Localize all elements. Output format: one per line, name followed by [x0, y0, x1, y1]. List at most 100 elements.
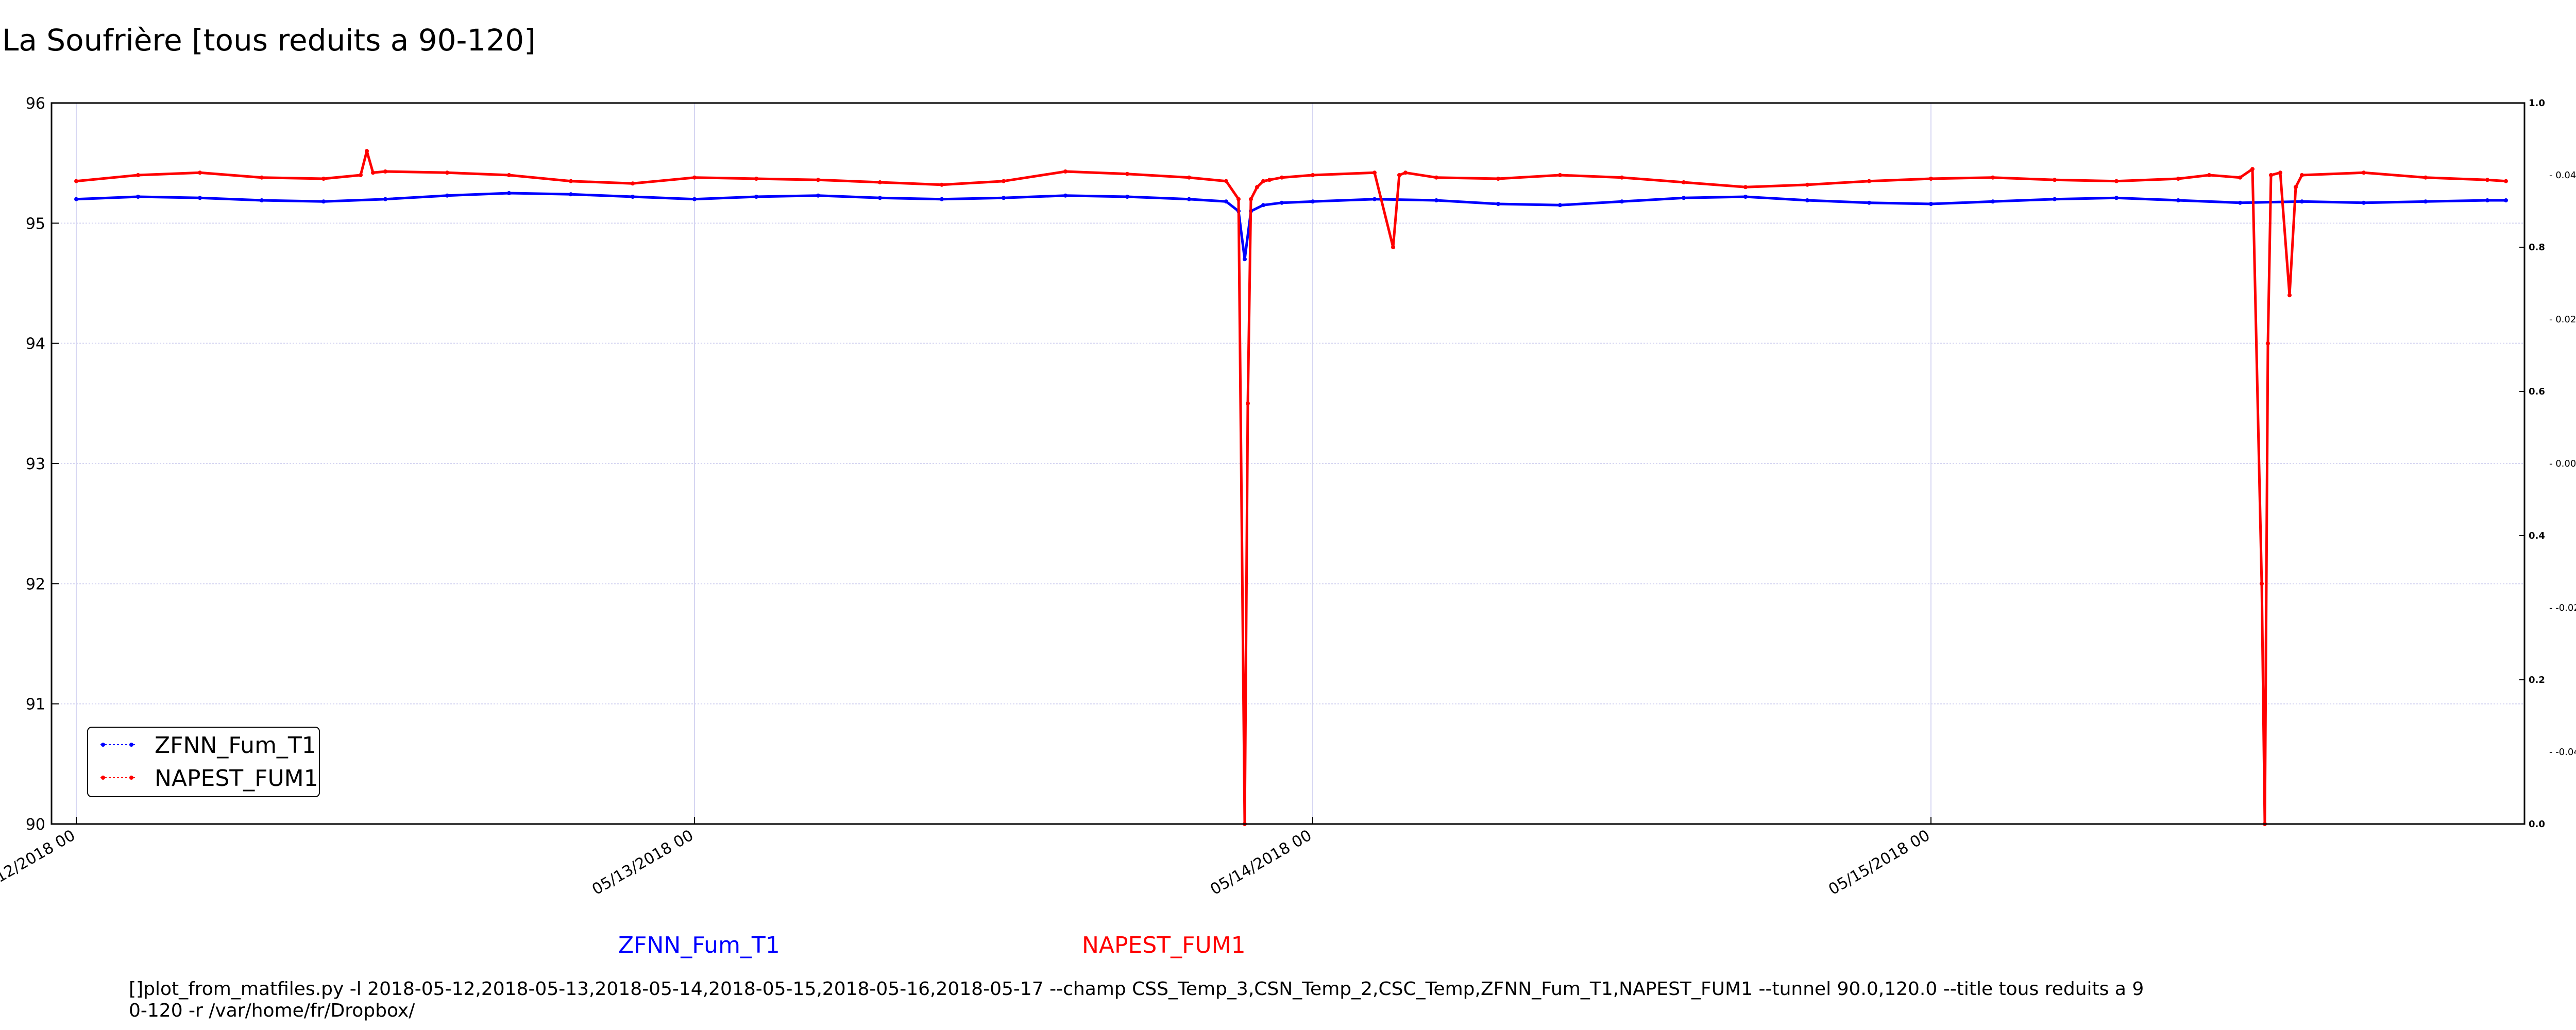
data-point — [383, 169, 387, 174]
data-point — [1743, 195, 1748, 199]
data-point — [1063, 193, 1067, 198]
x-tick-label: 05/15/2018 00 — [1825, 827, 1933, 899]
data-point — [692, 175, 697, 180]
y3-tick-label: - -0.02 — [2549, 603, 2576, 613]
y-tick-label: 95 — [26, 215, 45, 233]
data-point — [569, 192, 573, 197]
data-point — [692, 197, 697, 201]
data-point — [260, 198, 264, 202]
command-line-2: 0-120 -r /var/home/fr/Dropbox/ — [129, 1000, 415, 1021]
legend-label-zfnn: ZFNN_Fum_T1 — [155, 732, 316, 759]
data-point — [816, 193, 820, 198]
data-point — [2114, 196, 2119, 200]
data-point — [2300, 199, 2304, 204]
data-point — [1496, 177, 1500, 181]
data-point — [507, 191, 511, 195]
data-point — [1682, 180, 1686, 184]
data-point — [1558, 173, 1562, 177]
data-point — [2114, 179, 2119, 183]
data-point — [2176, 177, 2180, 181]
data-point — [198, 196, 202, 200]
data-point — [2278, 170, 2282, 175]
data-point — [1620, 199, 1624, 204]
data-point — [359, 173, 363, 177]
data-point — [1261, 203, 1265, 208]
data-point — [940, 182, 944, 187]
data-point — [1267, 178, 1272, 182]
legend-frame — [87, 727, 320, 797]
series-annotation-zfnn: ZFNN_Fum_T1 — [618, 932, 780, 958]
data-point — [1311, 173, 1315, 177]
data-point — [1558, 203, 1562, 208]
legend-label-napest: NAPEST_FUM1 — [155, 765, 318, 792]
y2-tick-label: 1.0 — [2529, 98, 2545, 109]
legend-marker-napest — [129, 776, 133, 780]
data-point — [1063, 169, 1067, 174]
data-point — [2207, 173, 2211, 177]
data-point — [445, 193, 449, 198]
y-tick-label: 92 — [26, 575, 45, 593]
data-point — [1434, 198, 1438, 202]
data-point — [2504, 179, 2508, 183]
y-axis-right: 0.0 0.2 0.4 0.6 0.8 1.0 - -0.04 - -0.02 - 0.00 - … — [2519, 98, 2576, 830]
data-point — [1280, 175, 1284, 180]
data-point — [1372, 197, 1377, 201]
data-point — [2269, 173, 2273, 177]
data-point — [1187, 197, 1191, 201]
data-point — [1991, 175, 1995, 180]
data-point — [136, 195, 140, 199]
x-tick-label: 05/14/2018 00 — [1207, 827, 1315, 899]
y-tick-label: 93 — [26, 455, 45, 473]
data-point — [1929, 202, 1933, 206]
data-point — [1805, 182, 1809, 187]
y3-tick-label: - 0.00 — [2549, 458, 2576, 469]
y2-tick-label: 0.2 — [2529, 675, 2545, 685]
data-point — [2485, 178, 2489, 182]
data-point — [321, 177, 326, 181]
data-point — [198, 170, 202, 175]
legend: ZFNN_Fum_T1 NAPEST_FUM1 — [87, 727, 320, 797]
data-point — [2238, 175, 2242, 180]
plot-area: 90 91 92 93 94 95 96 05/12/2018 00 05/13/2018 0… — [0, 95, 2576, 899]
data-point — [2485, 198, 2489, 202]
data-point — [1187, 175, 1191, 180]
data-point — [569, 179, 573, 183]
data-point — [1620, 175, 1624, 180]
data-point — [136, 173, 140, 177]
y3-tick-label: - 0.02 — [2549, 314, 2576, 325]
data-point — [1002, 179, 1006, 183]
legend-marker-zfnn — [129, 743, 133, 747]
data-point — [1125, 171, 1129, 176]
y3-tick-label: - 0.04 — [2549, 170, 2576, 181]
y-axis-left: 90 91 92 93 94 95 96 — [26, 95, 59, 834]
data-point — [365, 149, 369, 153]
data-point — [1125, 195, 1129, 199]
data-point — [1311, 199, 1315, 204]
data-point — [2053, 178, 2057, 182]
data-point — [1867, 200, 1871, 205]
data-point — [74, 197, 78, 201]
series-line-zfnn-fum-t1 — [76, 192, 2506, 261]
data-point — [1743, 185, 1748, 190]
data-point — [1255, 185, 1259, 190]
data-point — [1372, 170, 1377, 175]
data-point — [1224, 199, 1228, 204]
chart-title: La Soufrière [tous reduits a 90-120] — [2, 23, 536, 58]
data-point — [1991, 199, 1995, 204]
y3-tick-label: - -0.04 — [2549, 747, 2576, 758]
data-point — [2176, 198, 2180, 202]
y2-tick-label: 0.4 — [2529, 530, 2545, 541]
data-point — [2250, 167, 2255, 171]
data-point — [2294, 185, 2298, 190]
grid-lines — [52, 103, 2524, 824]
data-point — [1929, 177, 1933, 181]
data-point — [816, 178, 820, 182]
data-point — [507, 173, 511, 177]
data-point — [2287, 293, 2292, 298]
data-point — [1249, 197, 1253, 201]
y2-tick-label: 0.6 — [2529, 386, 2545, 397]
data-point — [1397, 173, 1401, 177]
data-point — [1236, 197, 1241, 201]
data-point — [631, 195, 635, 199]
